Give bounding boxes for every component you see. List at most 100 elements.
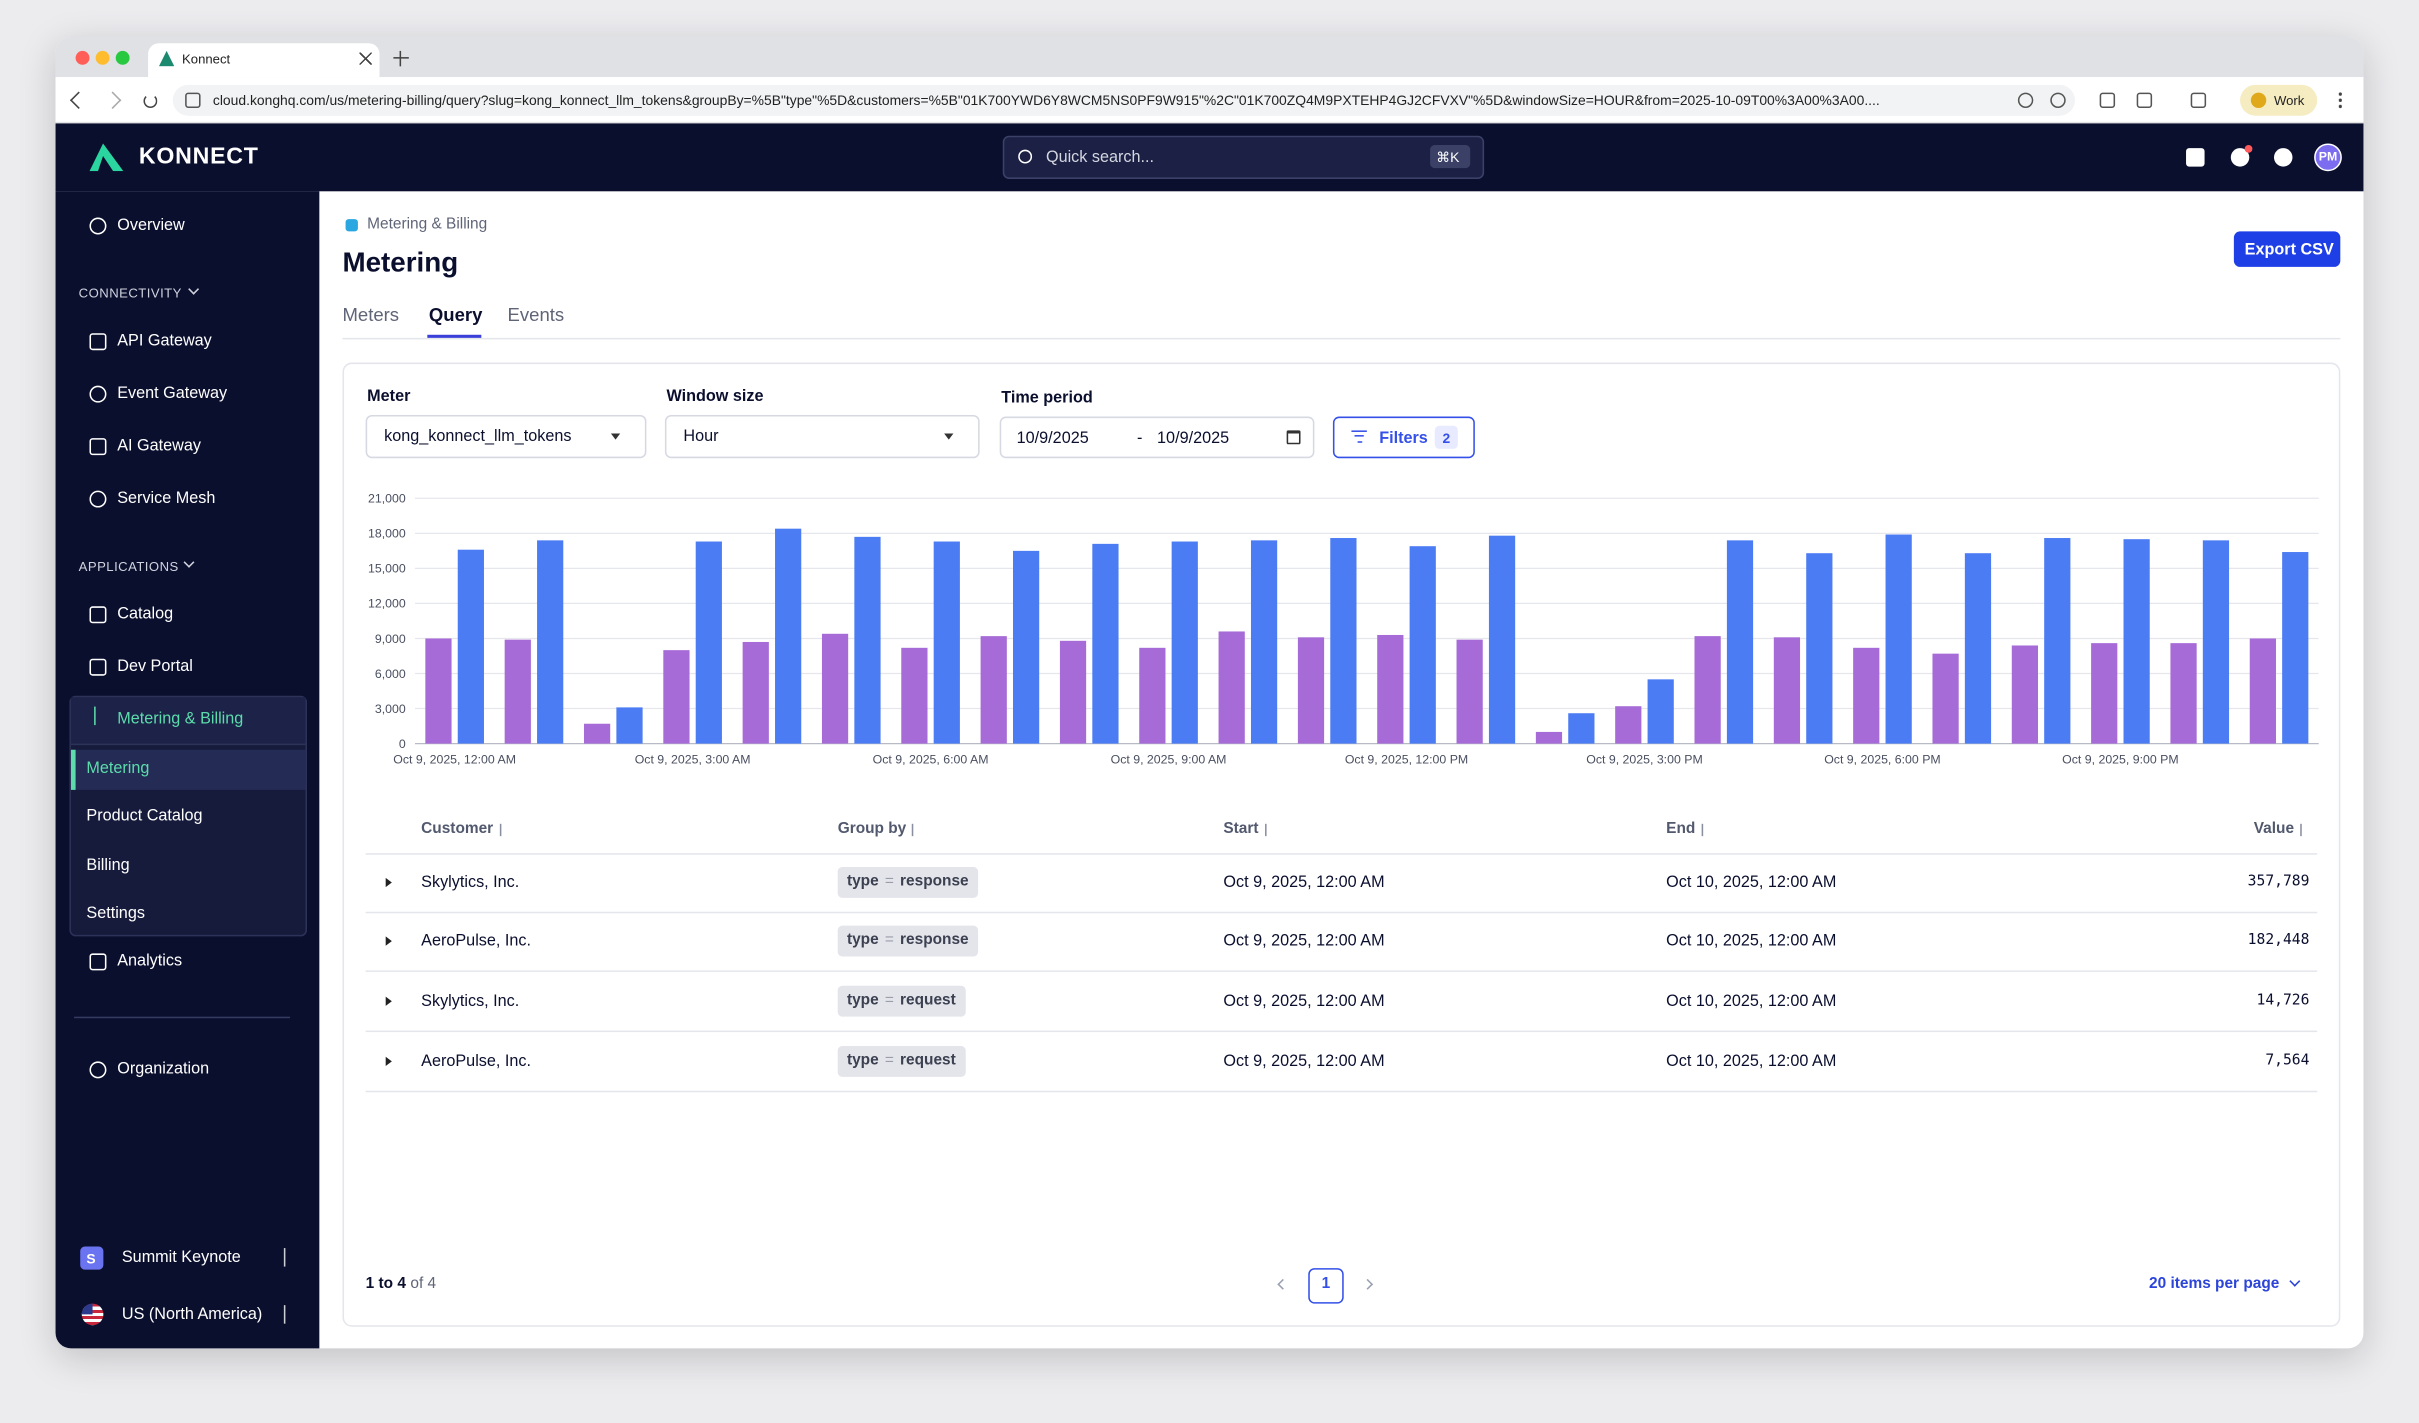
help-icon[interactable] (2230, 148, 2250, 167)
switcher-icon[interactable] (279, 1305, 289, 1324)
nav-item[interactable]: Analytics (117, 951, 183, 971)
window-control[interactable] (114, 50, 129, 65)
shortcut: ⌘K (1436, 149, 1460, 166)
column-header[interactable]: Value (2253, 820, 2295, 838)
date-to: 10/9/2025 (1157, 428, 1230, 447)
filters-count: 2 (1442, 429, 1451, 446)
search-placeholder: Quick search... (1045, 148, 1155, 167)
tabs-border (342, 337, 2341, 340)
avatar[interactable] (2314, 143, 2342, 172)
sort-icon (499, 823, 502, 837)
tag-op: = (884, 931, 894, 949)
nav-item[interactable]: Dev Portal (117, 657, 193, 676)
window-control[interactable] (94, 50, 109, 65)
nav-item[interactable]: Overview (117, 215, 185, 235)
table-rule (365, 1030, 2318, 1033)
search-box[interactable] (1002, 135, 1485, 179)
expand-caret[interactable] (385, 935, 392, 945)
customer: Skylytics, Inc. (421, 991, 520, 1011)
tab[interactable]: Query (428, 303, 483, 326)
filters-icon (1351, 430, 1367, 443)
breadcrumb-icon (345, 219, 358, 232)
profile-icon (2250, 92, 2267, 108)
nav-subitem[interactable]: Product Catalog (86, 806, 203, 826)
org-name[interactable]: Summit Keynote (121, 1248, 241, 1267)
field-label: Meter (367, 387, 411, 406)
column-header[interactable]: Customer (421, 820, 494, 838)
address-icon[interactable] (2050, 92, 2066, 108)
nav-section[interactable]: CONNECTIVITY (78, 285, 182, 301)
tab-close[interactable] (359, 52, 372, 65)
extension-icon[interactable] (2099, 92, 2116, 108)
window-control[interactable] (74, 50, 89, 65)
nav-group-title[interactable]: Metering & Billing (117, 709, 244, 729)
date-range[interactable] (999, 416, 1315, 459)
pagination-range: 1 to 4 (365, 1275, 406, 1293)
menu-icon[interactable] (2338, 91, 2342, 110)
nav-item[interactable]: Service Mesh (117, 489, 216, 508)
tag-op: = (884, 873, 894, 891)
filters-badge (1434, 425, 1458, 449)
select[interactable] (365, 414, 647, 459)
address-icon[interactable] (2017, 92, 2034, 108)
expand-caret[interactable] (385, 995, 392, 1006)
sort-icon (1265, 823, 1267, 837)
nav-item[interactable]: Organization (117, 1059, 210, 1079)
breadcrumb[interactable]: Metering & Billing (367, 215, 488, 233)
nav-item[interactable]: Event Gateway (117, 384, 228, 403)
filters-button[interactable] (1332, 416, 1475, 459)
tab-strip (55, 37, 2364, 78)
nav-icon (89, 1061, 107, 1079)
extension-icon[interactable] (2190, 92, 2207, 108)
column-header[interactable]: Start (1223, 820, 1259, 838)
nav-icon (89, 217, 107, 235)
region[interactable]: US (North America) (121, 1305, 263, 1324)
per-page[interactable]: 20 items per page (2149, 1275, 2280, 1293)
tab[interactable]: Meters (342, 303, 400, 326)
switcher-icon[interactable] (279, 1248, 289, 1267)
feedback-icon[interactable] (2186, 148, 2205, 167)
value: 357,789 (2247, 873, 2310, 891)
address-bar[interactable] (172, 84, 2075, 116)
start: Oct 9, 2025, 12:00 AM (1223, 1052, 1385, 1071)
nav-subitem[interactable]: Settings (86, 904, 145, 923)
browser-tab[interactable] (148, 43, 380, 78)
export-button[interactable] (2233, 231, 2341, 267)
calendar-icon (1286, 430, 1301, 445)
table-rule (365, 970, 2318, 972)
page-button[interactable] (1308, 1268, 1344, 1304)
start: Oct 9, 2025, 12:00 AM (1223, 873, 1385, 892)
nav-item[interactable]: AI Gateway (117, 436, 201, 456)
new-tab[interactable] (393, 50, 409, 67)
select[interactable] (664, 414, 980, 459)
notifications-icon[interactable] (2273, 148, 2293, 167)
column-header[interactable]: End (1666, 820, 1696, 838)
nav-icon (89, 606, 107, 624)
column-header[interactable]: Group by (837, 820, 907, 838)
nav-icon (89, 953, 107, 971)
nav-icon (89, 385, 107, 403)
reload-button[interactable] (143, 94, 158, 108)
value: 14,726 (2256, 991, 2310, 1009)
customer: Skylytics, Inc. (421, 873, 520, 892)
extension-icon[interactable] (2136, 92, 2153, 108)
end: Oct 10, 2025, 12:00 AM (1666, 873, 1837, 892)
value: 7,564 (2265, 1052, 2310, 1070)
region-flag-canton (81, 1303, 93, 1315)
export-label: Export CSV (2244, 239, 2334, 259)
tab[interactable]: Events (507, 303, 565, 326)
expand-caret[interactable] (385, 1055, 392, 1066)
select-caret (610, 433, 621, 440)
nav-subitem[interactable]: Metering (86, 759, 150, 778)
expand-caret[interactable] (385, 877, 392, 887)
nav-subitem[interactable]: Billing (86, 856, 130, 875)
select-value: kong_konnect_llm_tokens (384, 427, 572, 446)
end: Oct 10, 2025, 12:00 AM (1666, 1052, 1837, 1071)
nav-section[interactable]: APPLICATIONS (78, 558, 179, 574)
tag-key: type (846, 873, 879, 891)
select-caret (944, 433, 954, 440)
nav-item[interactable]: API Gateway (117, 331, 212, 351)
nav-item[interactable]: Catalog (117, 604, 174, 624)
tab-underline (427, 334, 482, 338)
